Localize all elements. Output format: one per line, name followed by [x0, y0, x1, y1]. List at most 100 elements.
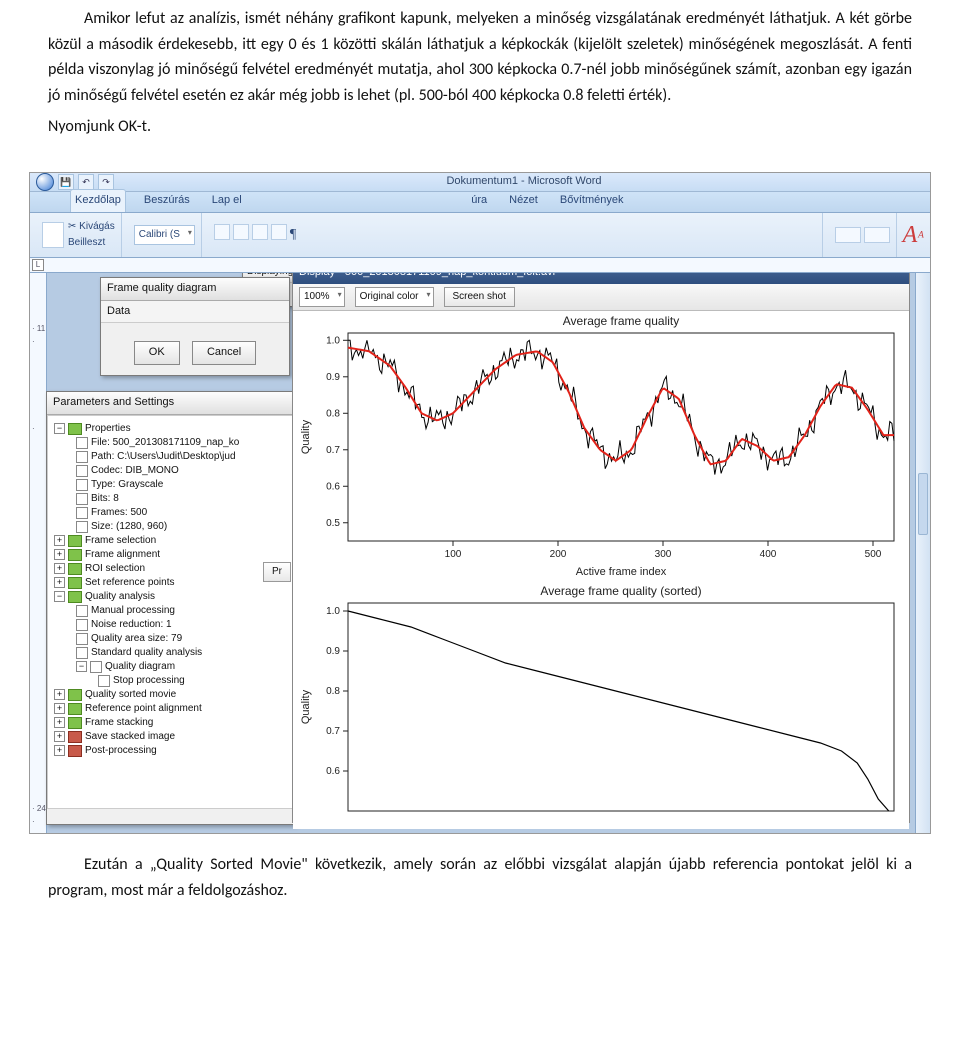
list-icon[interactable]	[214, 224, 230, 240]
leaf-icon	[76, 437, 88, 449]
font-name-combo[interactable]: Calibri (S	[134, 225, 195, 245]
svg-text:0.8: 0.8	[326, 408, 340, 419]
tree-property: Type: Grayscale	[91, 478, 163, 492]
screenshot-button[interactable]: Screen shot	[444, 287, 515, 307]
tree-root[interactable]: Properties	[85, 422, 131, 436]
ok-button[interactable]: OK	[134, 341, 180, 365]
styles-aa-icon[interactable]: Aᴬ	[903, 216, 930, 254]
color-mode-combo[interactable]: Original color	[355, 287, 434, 307]
leaf-icon	[76, 647, 88, 659]
word-scrollbar[interactable]	[915, 273, 930, 833]
folder-icon	[68, 535, 82, 547]
tree-stop-processing[interactable]: Stop processing	[113, 674, 185, 688]
svg-text:0.9: 0.9	[326, 371, 340, 382]
tree-section[interactable]: Set reference points	[85, 576, 175, 590]
svg-text:0.5: 0.5	[326, 517, 340, 528]
tree-toggle-icon[interactable]: −	[54, 591, 65, 602]
screenshot-container: 💾 ↶ ↷ Dokumentum1 - Microsoft Word Kezdő…	[29, 172, 931, 834]
quality-dialog-menu: Data	[101, 301, 289, 324]
tree-toggle-icon[interactable]: +	[54, 535, 65, 546]
svg-text:1.0: 1.0	[326, 335, 340, 346]
style-icon-2[interactable]	[864, 227, 890, 243]
svg-text:0.9: 0.9	[326, 646, 340, 657]
tab-insert[interactable]: Beszúrás	[140, 190, 194, 212]
qat-undo-icon[interactable]: ↶	[78, 174, 94, 190]
tree-qa-item[interactable]: Manual processing	[91, 604, 175, 618]
leaf-icon	[76, 451, 88, 463]
office-orb-icon[interactable]	[36, 173, 54, 191]
tree-section[interactable]: Quality sorted movie	[85, 688, 176, 702]
tree-section[interactable]: Reference point alignment	[85, 702, 202, 716]
tab-addins[interactable]: Bővítmények	[556, 190, 628, 212]
clipboard-cut-label: ✂ Kivágás	[68, 219, 115, 235]
tree-property: Codec: DIB_MONO	[91, 464, 179, 478]
tree-toggle-icon[interactable]: +	[54, 731, 65, 742]
tree-section[interactable]: Frame stacking	[85, 716, 153, 730]
tab-selector-icon[interactable]: L	[32, 259, 44, 271]
zoom-combo[interactable]: 100%	[299, 287, 345, 307]
paragraph-3: Ezután a „Quality Sorted Movie" következ…	[48, 852, 912, 903]
svg-text:Average frame quality: Average frame quality	[563, 314, 680, 328]
tree-toggle-icon[interactable]: −	[54, 423, 65, 434]
folder-icon	[68, 745, 82, 757]
indent-dec-icon[interactable]	[252, 224, 268, 240]
tree-property: File: 500_201308171109_nap_ko	[91, 436, 239, 450]
svg-text:200: 200	[550, 549, 567, 560]
style-icon-1[interactable]	[835, 227, 861, 243]
scrollbar-thumb[interactable]	[918, 473, 928, 535]
tree-toggle-icon[interactable]: +	[54, 689, 65, 700]
tree-section[interactable]: Quality analysis	[85, 590, 155, 604]
tab-layout[interactable]: Lap el	[208, 190, 246, 212]
tree-toggle-icon[interactable]: +	[54, 577, 65, 588]
folder-icon	[68, 549, 82, 561]
word-ribbon-tabs: Kezdőlap Beszúrás Lap el x úra Nézet Bőv…	[30, 192, 930, 213]
display-titlebar: Display - 500_201308171109_nap_kontiuum_…	[293, 273, 909, 284]
tree-toggle-icon[interactable]: +	[54, 703, 65, 714]
leaf-icon	[76, 605, 88, 617]
svg-text:100: 100	[445, 549, 462, 560]
paste-label[interactable]: Beilleszt	[68, 235, 115, 251]
tab-home[interactable]: Kezdőlap	[70, 189, 126, 212]
qat-save-icon[interactable]: 💾	[58, 174, 74, 190]
paragraph-2: Nyomjunk OK-t.	[48, 114, 912, 140]
tree-toggle-icon[interactable]: +	[54, 549, 65, 560]
tree-section[interactable]: Frame alignment	[85, 548, 160, 562]
qat-redo-icon[interactable]: ↷	[98, 174, 114, 190]
indent-inc-icon[interactable]	[271, 224, 287, 240]
tree-section[interactable]: Save stacked image	[85, 730, 175, 744]
paste-icon[interactable]	[42, 222, 64, 248]
quality-dialog-data-menu[interactable]: Data	[107, 303, 130, 321]
tree-qa-item[interactable]: Quality diagram	[105, 660, 175, 674]
tree-toggle-icon[interactable]: +	[54, 745, 65, 756]
leaf-icon	[98, 675, 110, 687]
tab-view[interactable]: Nézet	[505, 190, 542, 212]
word-titlebar: 💾 ↶ ↷ Dokumentum1 - Microsoft Word	[30, 173, 930, 192]
leaf-icon	[76, 619, 88, 631]
pr-button[interactable]: Pr	[263, 562, 291, 582]
tree-section[interactable]: Post-processing	[85, 744, 157, 758]
folder-icon	[68, 689, 82, 701]
tree-toggle-icon[interactable]: −	[76, 661, 87, 672]
tab-ref[interactable]: úra	[467, 190, 491, 212]
svg-text:0.7: 0.7	[326, 444, 340, 455]
paragraph-1: Amikor lefut az analízis, ismét néhány g…	[48, 6, 912, 108]
leaf-icon	[76, 521, 88, 533]
tree-qa-item[interactable]: Noise reduction: 1	[91, 618, 172, 632]
tree-toggle-icon[interactable]: +	[54, 563, 65, 574]
tree-qa-item[interactable]: Quality area size: 79	[91, 632, 182, 646]
folder-icon	[68, 717, 82, 729]
folder-icon	[68, 563, 82, 575]
numbering-icon[interactable]	[233, 224, 249, 240]
svg-text:500: 500	[865, 549, 882, 560]
vertical-ruler: · 11 · · · 24 ·	[30, 273, 47, 833]
tree-toggle-icon[interactable]: +	[54, 717, 65, 728]
display-window: Display - 500_201308171109_nap_kontiuum_…	[292, 273, 910, 823]
tree-qa-item[interactable]: Standard quality analysis	[91, 646, 202, 660]
svg-text:1.0: 1.0	[326, 606, 340, 617]
tree-section[interactable]: ROI selection	[85, 562, 145, 576]
leaf-icon	[76, 479, 88, 491]
cancel-button[interactable]: Cancel	[192, 341, 256, 365]
svg-text:300: 300	[655, 549, 672, 560]
pilcrow-icon[interactable]: ¶	[290, 224, 296, 246]
tree-section[interactable]: Frame selection	[85, 534, 156, 548]
